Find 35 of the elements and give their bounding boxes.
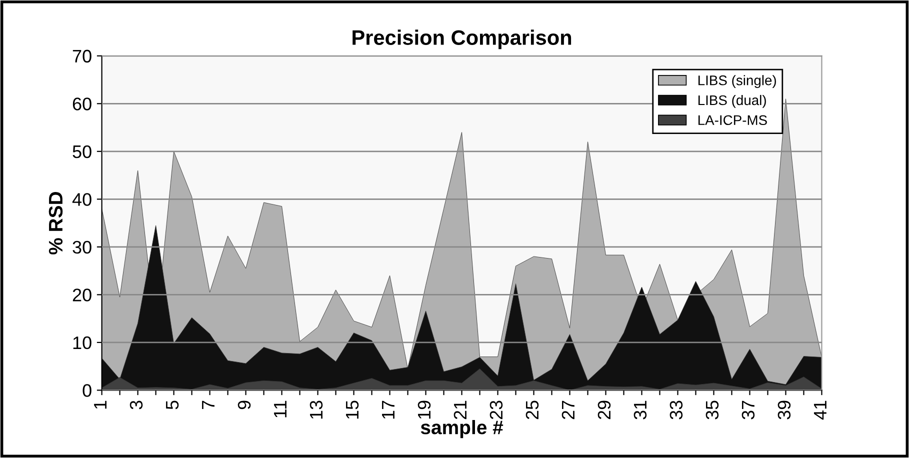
y-tick-label: 0 bbox=[82, 384, 92, 397]
x-tick-label: 7 bbox=[202, 400, 214, 410]
x-tick-label: 9 bbox=[238, 400, 251, 410]
x-tick-label: 31 bbox=[634, 400, 647, 420]
x-axis-title: sample # bbox=[420, 420, 504, 438]
chart-title: Precision Comparison bbox=[352, 30, 572, 50]
y-tick-label: 50 bbox=[72, 145, 92, 158]
y-tick-label: 10 bbox=[73, 336, 92, 350]
x-tick-label: 19 bbox=[418, 400, 431, 419]
y-tick-label: 40 bbox=[72, 193, 92, 206]
x-tick-label: 21 bbox=[454, 400, 466, 420]
legend-label: LA-ICP-MS bbox=[698, 115, 767, 126]
x-tick-label: 3 bbox=[130, 400, 143, 410]
x-tick-label: 25 bbox=[526, 400, 539, 420]
y-tick-label: 30 bbox=[72, 240, 92, 254]
x-tick-label: 33 bbox=[670, 400, 683, 420]
x-tick-label: 37 bbox=[742, 400, 755, 420]
x-tick-label: 5 bbox=[166, 400, 179, 410]
legend-label: LIBS (single) bbox=[698, 75, 776, 88]
y-tick-label: 70 bbox=[72, 50, 92, 63]
x-tick-label: 1 bbox=[94, 400, 106, 409]
x-tick-label: 27 bbox=[562, 400, 574, 420]
legend-label: LIBS (dual) bbox=[698, 94, 766, 108]
x-tick-label: 35 bbox=[706, 400, 719, 420]
y-tick-label: 60 bbox=[72, 98, 92, 110]
x-tick-label: 15 bbox=[346, 400, 359, 419]
x-tick-label: 13 bbox=[310, 400, 323, 419]
y-tick-label: 20 bbox=[72, 288, 92, 302]
x-tick-label: 23 bbox=[490, 400, 503, 420]
y-axis-title: % RSD bbox=[48, 192, 63, 254]
x-tick-label: 29 bbox=[598, 400, 611, 420]
x-tick-label: 39 bbox=[778, 400, 791, 420]
x-tick-label: 11 bbox=[274, 400, 286, 418]
x-tick-label: 17 bbox=[382, 400, 394, 419]
x-tick-label: 41 bbox=[814, 400, 826, 420]
